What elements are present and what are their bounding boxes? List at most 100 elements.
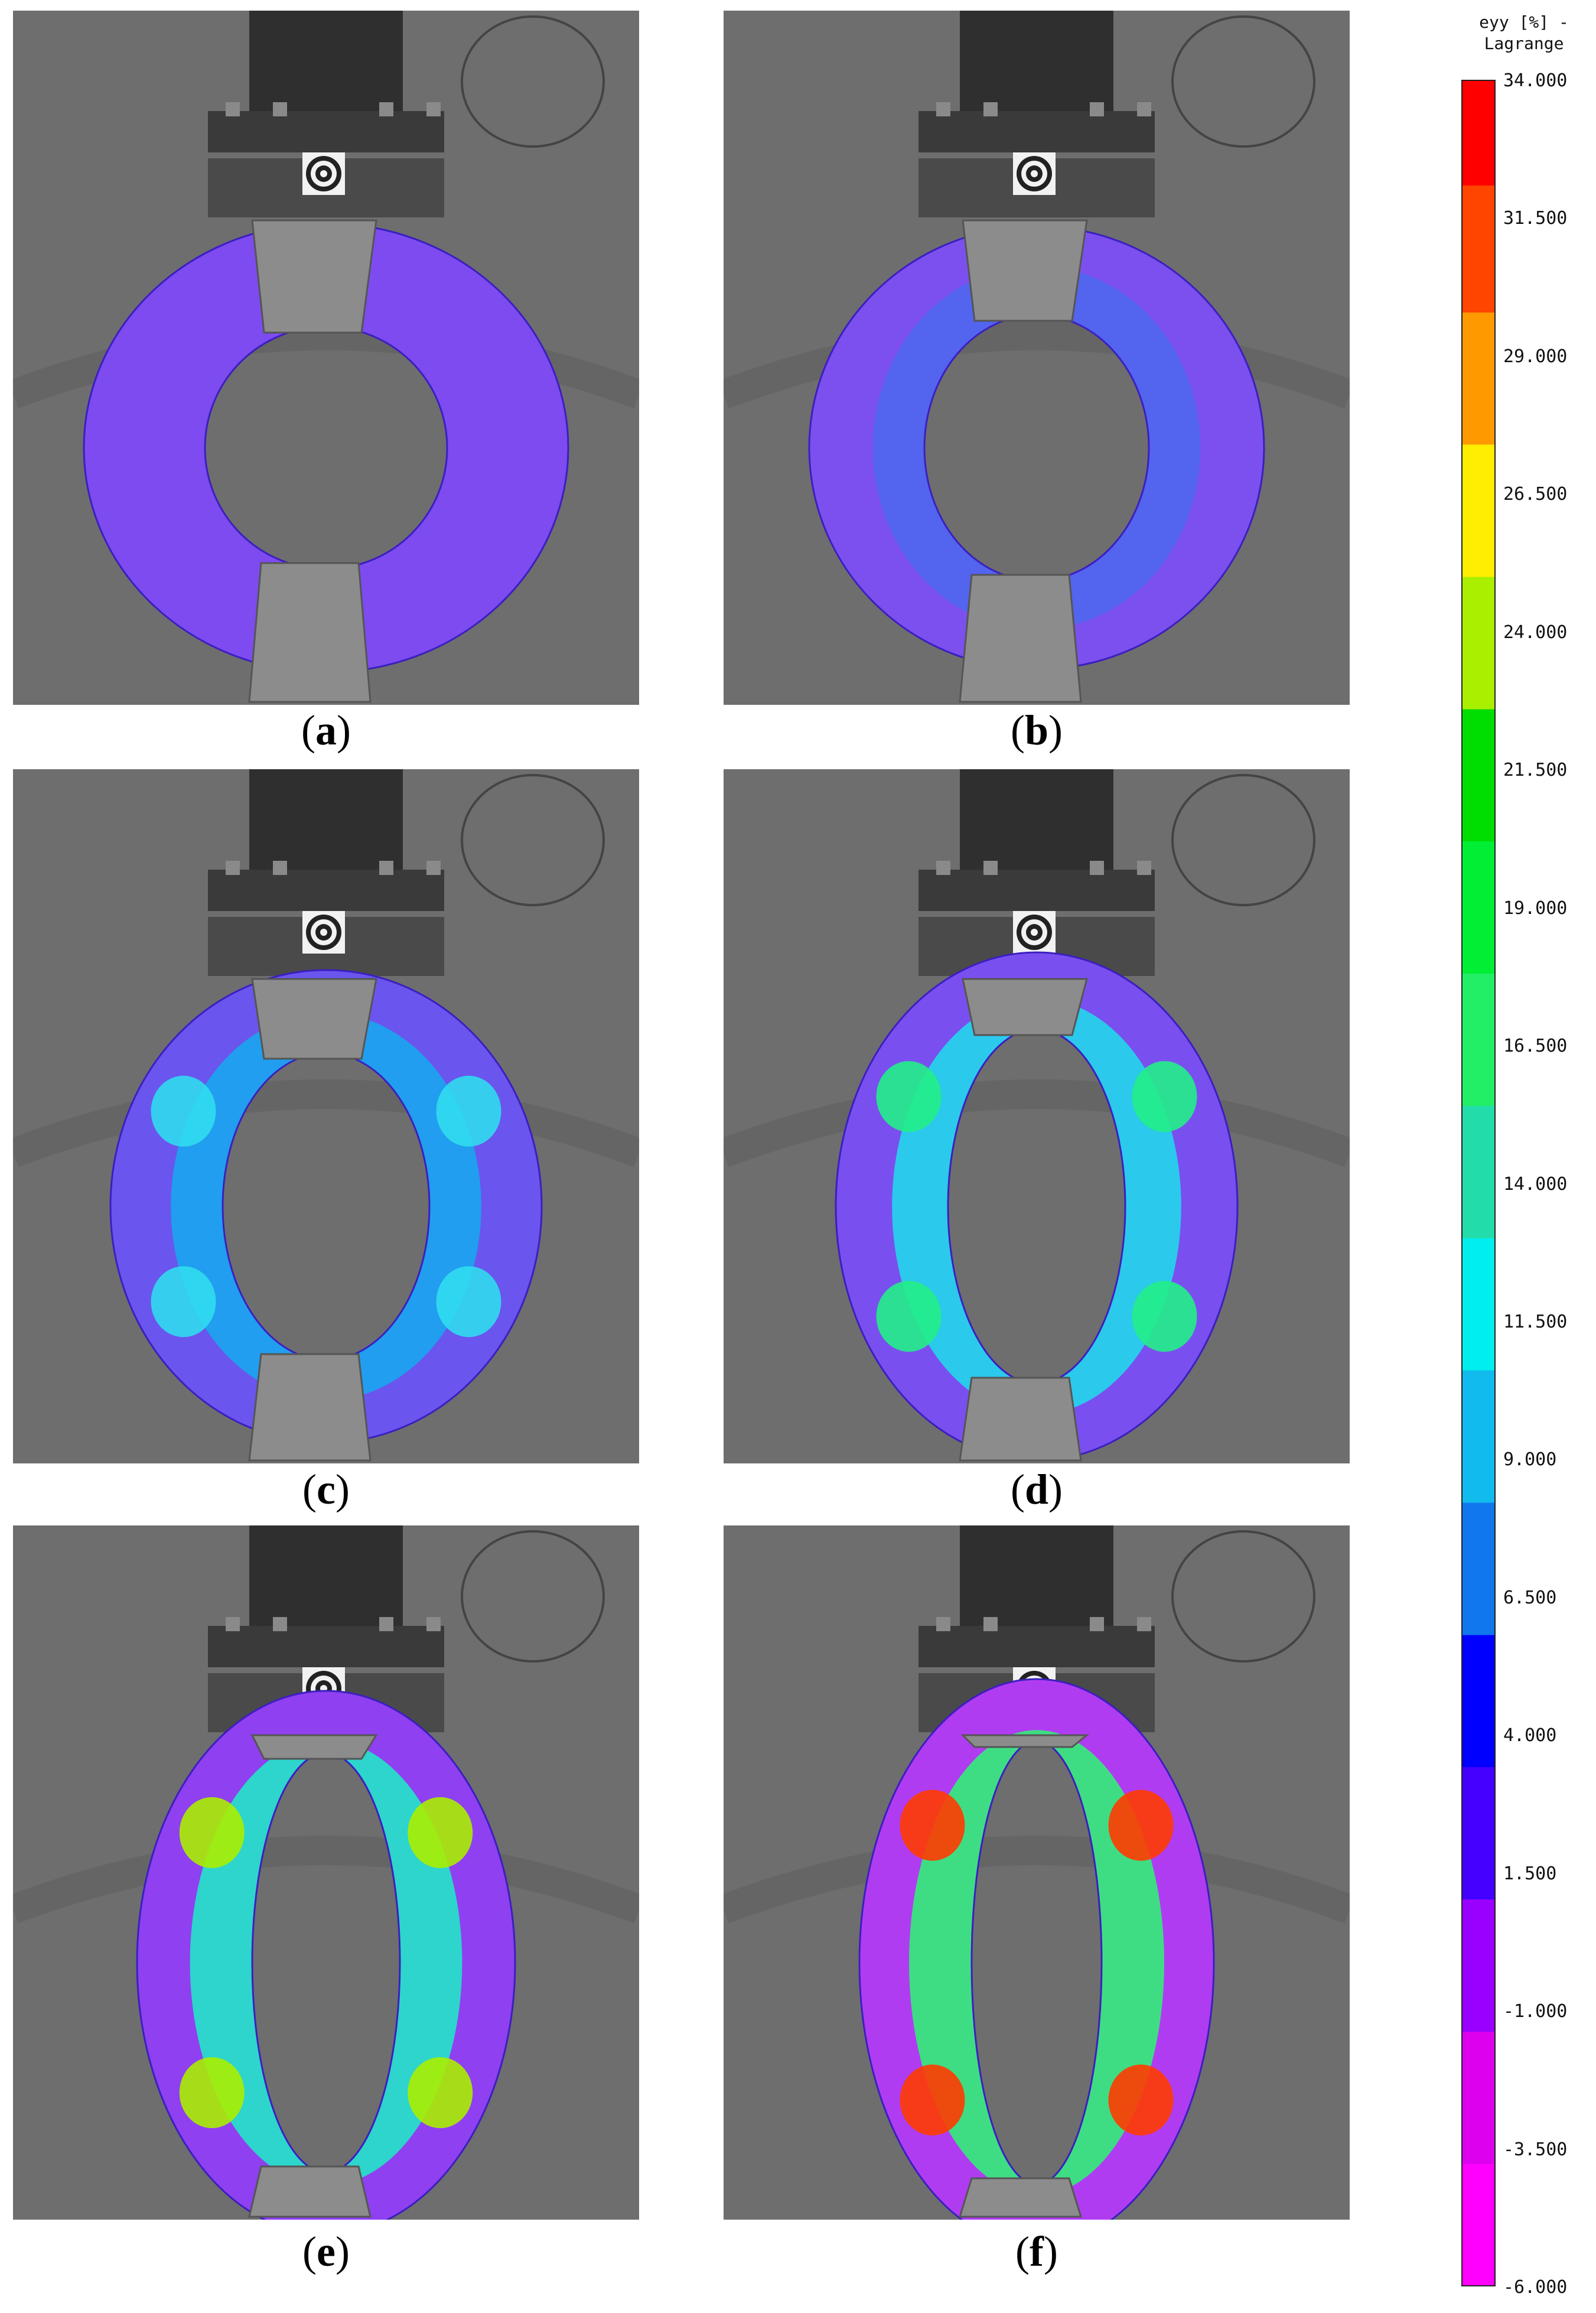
bolt	[426, 861, 441, 875]
colorbar-tick-label: 1.500	[1503, 1863, 1557, 1884]
panel-a-image	[13, 11, 639, 705]
upper-fixture	[918, 1626, 1155, 1667]
bolt	[273, 861, 287, 875]
bolt	[273, 102, 287, 116]
upper-grip	[250, 1734, 378, 1760]
bolt	[983, 861, 998, 875]
ring-outline	[136, 1690, 516, 2220]
colorbar-tick-label: 19.000	[1503, 897, 1568, 919]
load-cell	[249, 769, 403, 870]
panel-c-image	[13, 769, 639, 1463]
bolt	[379, 102, 393, 116]
colorbar-tick-label: -3.500	[1503, 2139, 1568, 2160]
legend-title-line2: Lagrange	[1484, 34, 1564, 53]
bolt	[426, 102, 441, 116]
cable	[1171, 15, 1315, 148]
colorbar-tick-label: 6.500	[1503, 1587, 1557, 1608]
cable	[1171, 774, 1315, 906]
load-cell	[960, 769, 1113, 870]
specimen-figure	[724, 769, 1350, 1463]
background-shadow	[13, 1836, 639, 1924]
target-marker	[1013, 152, 1056, 195]
colorbar-tick-label: -6.000	[1503, 2277, 1568, 2298]
load-cell	[249, 11, 403, 111]
background-shadow	[724, 321, 1350, 409]
cable	[461, 15, 605, 148]
upper-grip	[962, 219, 1088, 322]
bolt	[1090, 861, 1104, 875]
bolt	[983, 102, 998, 116]
caption-a: (a)	[301, 707, 351, 754]
cable	[1171, 1530, 1315, 1663]
background-shadow	[724, 1079, 1350, 1167]
load-cell	[249, 1525, 403, 1626]
load-cell	[960, 11, 1113, 111]
cable	[461, 774, 605, 906]
legend-title-line1: eyy [%] -	[1479, 12, 1569, 32]
load-cell	[960, 1525, 1113, 1626]
bolt	[1137, 102, 1151, 116]
colorbar-tick-label: 34.000	[1503, 70, 1568, 91]
caption-b: (b)	[1010, 707, 1063, 754]
lower-grip	[959, 1377, 1082, 1462]
upper-fixture	[918, 111, 1155, 152]
colorbar-tick-label: 11.500	[1503, 1311, 1568, 1332]
upper-grip	[251, 978, 377, 1060]
ring-outline	[858, 1678, 1215, 2220]
bolt	[226, 1617, 240, 1631]
background-shadow	[724, 1836, 1350, 1924]
bolt	[1090, 102, 1104, 116]
colorbar-tick-label: 16.500	[1503, 1036, 1568, 1057]
specimen-figure	[13, 1525, 639, 2220]
target-marker	[1013, 911, 1056, 954]
cable	[461, 1530, 605, 1663]
bolt	[1137, 861, 1151, 875]
target-marker	[302, 911, 345, 954]
lower-grip	[248, 2165, 372, 2218]
upper-fixture	[208, 1626, 444, 1667]
lower-grip	[248, 562, 372, 703]
colorbar-tick-label: 29.000	[1503, 346, 1568, 367]
lower-grip	[248, 1353, 372, 1462]
bolt	[936, 861, 950, 875]
panel-d-image	[724, 769, 1350, 1463]
ring-outline	[808, 225, 1265, 671]
colorbar-tick-label: -1.000	[1503, 2001, 1568, 2022]
specimen-figure	[724, 1525, 1350, 2220]
upper-fixture	[918, 870, 1155, 911]
upper-grip	[251, 219, 377, 334]
upper-fixture	[208, 111, 444, 152]
colorbar-tick-label: 31.500	[1503, 208, 1568, 229]
caption-e: (e)	[302, 2228, 350, 2275]
bolt	[379, 1617, 393, 1631]
bolt	[379, 861, 393, 875]
bolt	[983, 1617, 998, 1631]
upper-grip	[962, 978, 1088, 1036]
bolt	[936, 102, 950, 116]
background-shadow	[13, 1079, 639, 1167]
bolt	[426, 1617, 441, 1631]
lower-grip	[958, 2177, 1083, 2218]
colorbar-tick-label: 9.000	[1503, 1449, 1557, 1471]
bolt	[226, 861, 240, 875]
ring-outline	[83, 222, 569, 674]
colorbar-tick-label: 4.000	[1503, 1725, 1557, 1746]
specimen-figure	[13, 769, 639, 1463]
panel-b-image	[724, 11, 1350, 705]
ring-outline	[109, 969, 543, 1444]
colorbar-tick-label: 24.000	[1503, 622, 1568, 643]
specimen-figure	[13, 11, 639, 705]
colorbar	[1461, 80, 1496, 2286]
bolt	[273, 1617, 287, 1631]
bolt	[226, 102, 240, 116]
upper-fixture	[208, 870, 444, 911]
colorbar-tick-label: 21.500	[1503, 760, 1568, 781]
caption-d: (d)	[1010, 1466, 1063, 1513]
upper-grip	[960, 1734, 1090, 1748]
bolt	[936, 1617, 950, 1631]
bolt	[1090, 1617, 1104, 1631]
panel-f-image	[724, 1525, 1350, 2220]
target-marker	[302, 152, 345, 195]
specimen-figure	[724, 11, 1350, 705]
colorbar-tick-label: 26.500	[1503, 484, 1568, 505]
